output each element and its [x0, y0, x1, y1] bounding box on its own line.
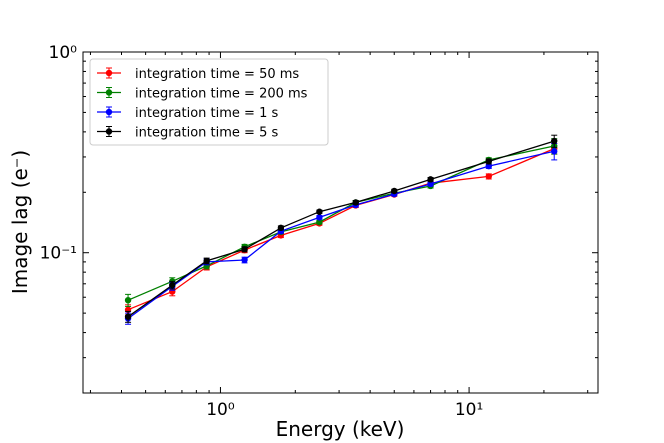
data-point: [352, 199, 359, 206]
x-axis-title: Energy (keV): [276, 417, 405, 441]
legend-entry: integration time = 1 s: [97, 106, 278, 121]
data-point: [485, 162, 492, 170]
plot-frame: [82, 51, 599, 394]
legend-marker: [105, 108, 113, 116]
legend-marker: [105, 89, 113, 96]
legend-label: integration time = 50 ms: [135, 67, 299, 82]
axis-ticks: 10⁰ 10¹ 10⁻¹ 10⁰: [40, 43, 598, 420]
data-point: [124, 313, 132, 320]
x-tick-label: 10¹: [455, 400, 483, 420]
legend-marker: [105, 69, 113, 77]
legend: integration time = 50 ms integration time…: [89, 58, 329, 146]
legend-entry: integration time = 200 ms: [97, 87, 308, 102]
data-point: [203, 257, 210, 265]
data-point: [277, 224, 285, 232]
y-tick-label: 10⁰: [49, 43, 78, 63]
y-tick-label: 10⁻¹: [40, 244, 77, 264]
data-point: [316, 214, 323, 221]
legend-label: integration time = 5 s: [135, 126, 278, 141]
y-axis-title: Image lag (e⁻): [8, 150, 32, 294]
legend-entry: integration time = 5 s: [97, 126, 278, 141]
data-point: [241, 256, 248, 264]
data-point: [124, 296, 132, 304]
data-point: [485, 158, 492, 165]
data-point: [391, 187, 398, 195]
legend-label: integration time = 1 s: [135, 106, 278, 121]
data-point: [551, 148, 558, 155]
data-point: [316, 218, 323, 226]
series-group: [124, 134, 558, 323]
data-point: [169, 281, 176, 289]
data-point: [485, 173, 492, 180]
legend-box: [89, 58, 329, 146]
series-layer: [124, 134, 558, 325]
data-point: [551, 137, 558, 145]
legend-entry: integration time = 50 ms: [97, 67, 299, 82]
data-point: [316, 208, 323, 215]
x-tick-label: 10⁰: [206, 400, 235, 420]
data-point: [241, 246, 248, 253]
data-point: [427, 180, 434, 188]
legend-label: integration time = 200 ms: [135, 87, 308, 102]
legend-marker: [105, 128, 113, 135]
data-point: [427, 176, 434, 183]
